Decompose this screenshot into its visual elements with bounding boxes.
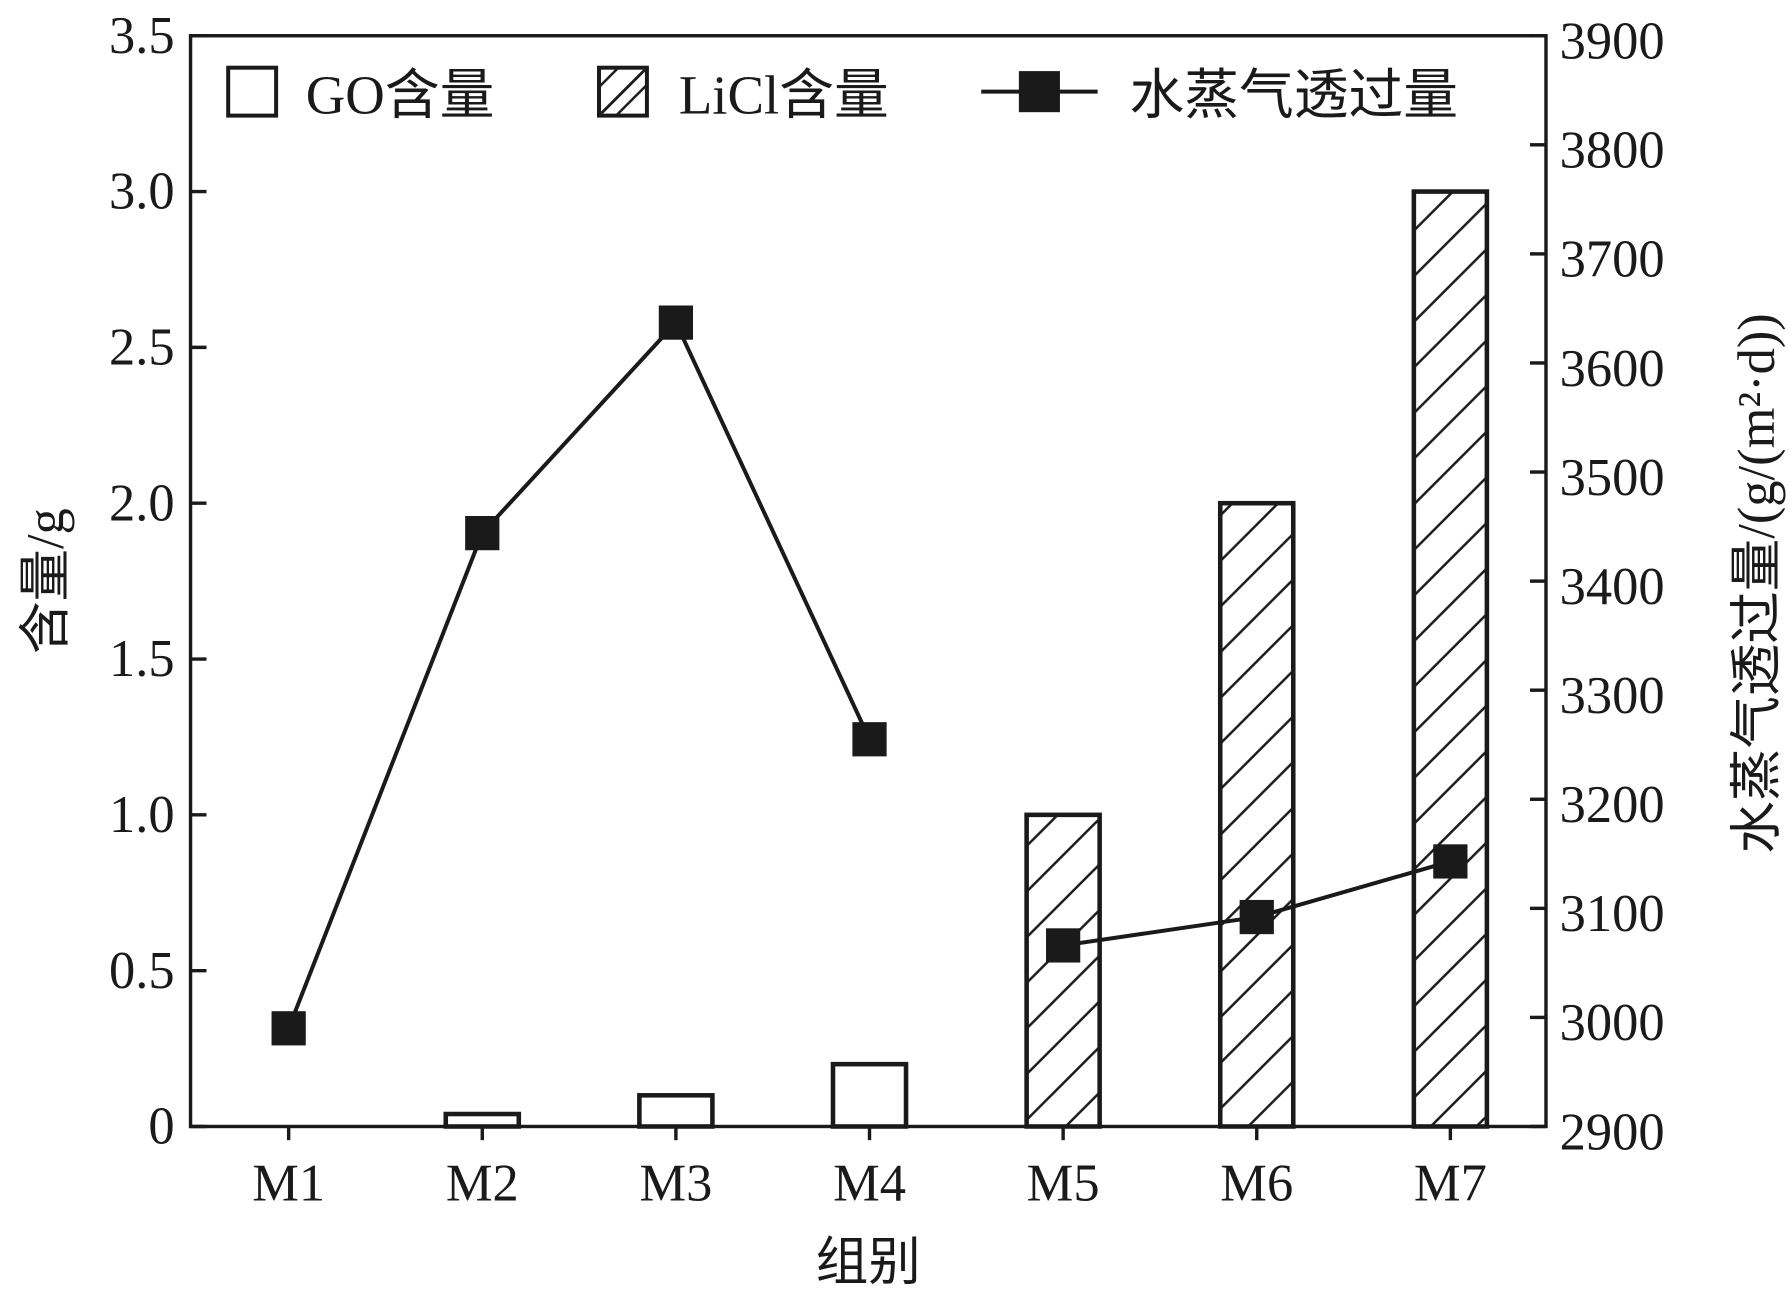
y2-tick-label: 3700 <box>1560 231 1665 289</box>
y2-tick-label: 3500 <box>1560 449 1665 507</box>
y2-tick-label: 3200 <box>1560 776 1665 834</box>
line-segment <box>286 532 485 1030</box>
x-tick-label: M7 <box>1414 1155 1487 1213</box>
x-tick-label: M1 <box>252 1155 325 1213</box>
licl-bar-M7 <box>1411 189 1490 1129</box>
go-bar-M2 <box>443 1111 522 1129</box>
vapor-point-M5 <box>1046 928 1081 963</box>
vapor-point-M1 <box>271 1011 306 1046</box>
legend-label-licl: LiCl含量 <box>679 64 889 125</box>
y2-tick-label: 3800 <box>1560 122 1665 180</box>
plot-frame <box>188 34 1548 1129</box>
x-tick-label: M2 <box>446 1155 519 1213</box>
y2-tick-label: 3400 <box>1560 558 1665 616</box>
y2-tick-label: 3300 <box>1560 667 1665 725</box>
legend: GO含量 LiCl含量 水蒸气透过量 <box>226 64 1458 125</box>
line-segment <box>480 321 678 535</box>
x-tick-label: M5 <box>1027 1155 1100 1213</box>
y-tick-label: 0 <box>148 1098 174 1156</box>
y2-tick-label: 3900 <box>1560 13 1665 71</box>
vapor-line <box>271 305 1468 1046</box>
bars <box>443 189 1490 1129</box>
legend-label-vapor: 水蒸气透过量 <box>1130 64 1458 125</box>
x-tick-label: M4 <box>833 1155 906 1213</box>
go-bar-M3 <box>637 1093 715 1129</box>
vapor-point-M7 <box>1433 844 1468 879</box>
y-tick-label: 3.5 <box>109 7 175 65</box>
axes: 0 0.5 1.0 1.5 2.0 2.5 3.0 3.5 2900 3000 3100 3200 33… <box>109 7 1665 1213</box>
y-tick-label: 2.0 <box>109 474 175 532</box>
legend-label-go: GO含量 <box>306 64 495 125</box>
licl-bar-M6 <box>1217 500 1296 1129</box>
y-tick-label: 0.5 <box>109 942 175 1000</box>
y2-axis-label: 水蒸气透过量/(g/(m²·d)) <box>1728 313 1786 853</box>
y2-tick-label: 3000 <box>1560 994 1665 1052</box>
y2-tick-label: 2900 <box>1560 1103 1665 1161</box>
line-segment <box>1062 915 1258 948</box>
vapor-point-M3 <box>658 305 694 340</box>
licl-bar-M5 <box>1024 812 1102 1129</box>
legend-hatch <box>600 68 646 115</box>
y-axis-label: 含量/g <box>17 508 75 654</box>
y-tick-label: 1.0 <box>109 786 175 844</box>
vapor-point-M2 <box>465 516 500 551</box>
y-tick-label: 1.5 <box>109 630 175 688</box>
line-segment <box>674 321 872 741</box>
line-segment <box>1256 859 1451 919</box>
y-tick-label: 3.0 <box>109 163 175 221</box>
y2-tick-label: 3600 <box>1560 340 1665 398</box>
vapor-point-M6 <box>1239 899 1274 935</box>
legend-swatch-go <box>226 65 279 118</box>
x-tick-label: M6 <box>1220 1155 1293 1213</box>
legend-marker-vapor <box>1018 71 1060 113</box>
vapor-point-M4 <box>852 722 887 757</box>
y2-tick-label: 3100 <box>1560 885 1665 943</box>
x-axis-label: 组别 <box>816 1233 921 1291</box>
x-tick-label: M3 <box>639 1155 712 1213</box>
y-tick-label: 2.5 <box>109 318 175 376</box>
go-bar-M4 <box>830 1061 909 1129</box>
